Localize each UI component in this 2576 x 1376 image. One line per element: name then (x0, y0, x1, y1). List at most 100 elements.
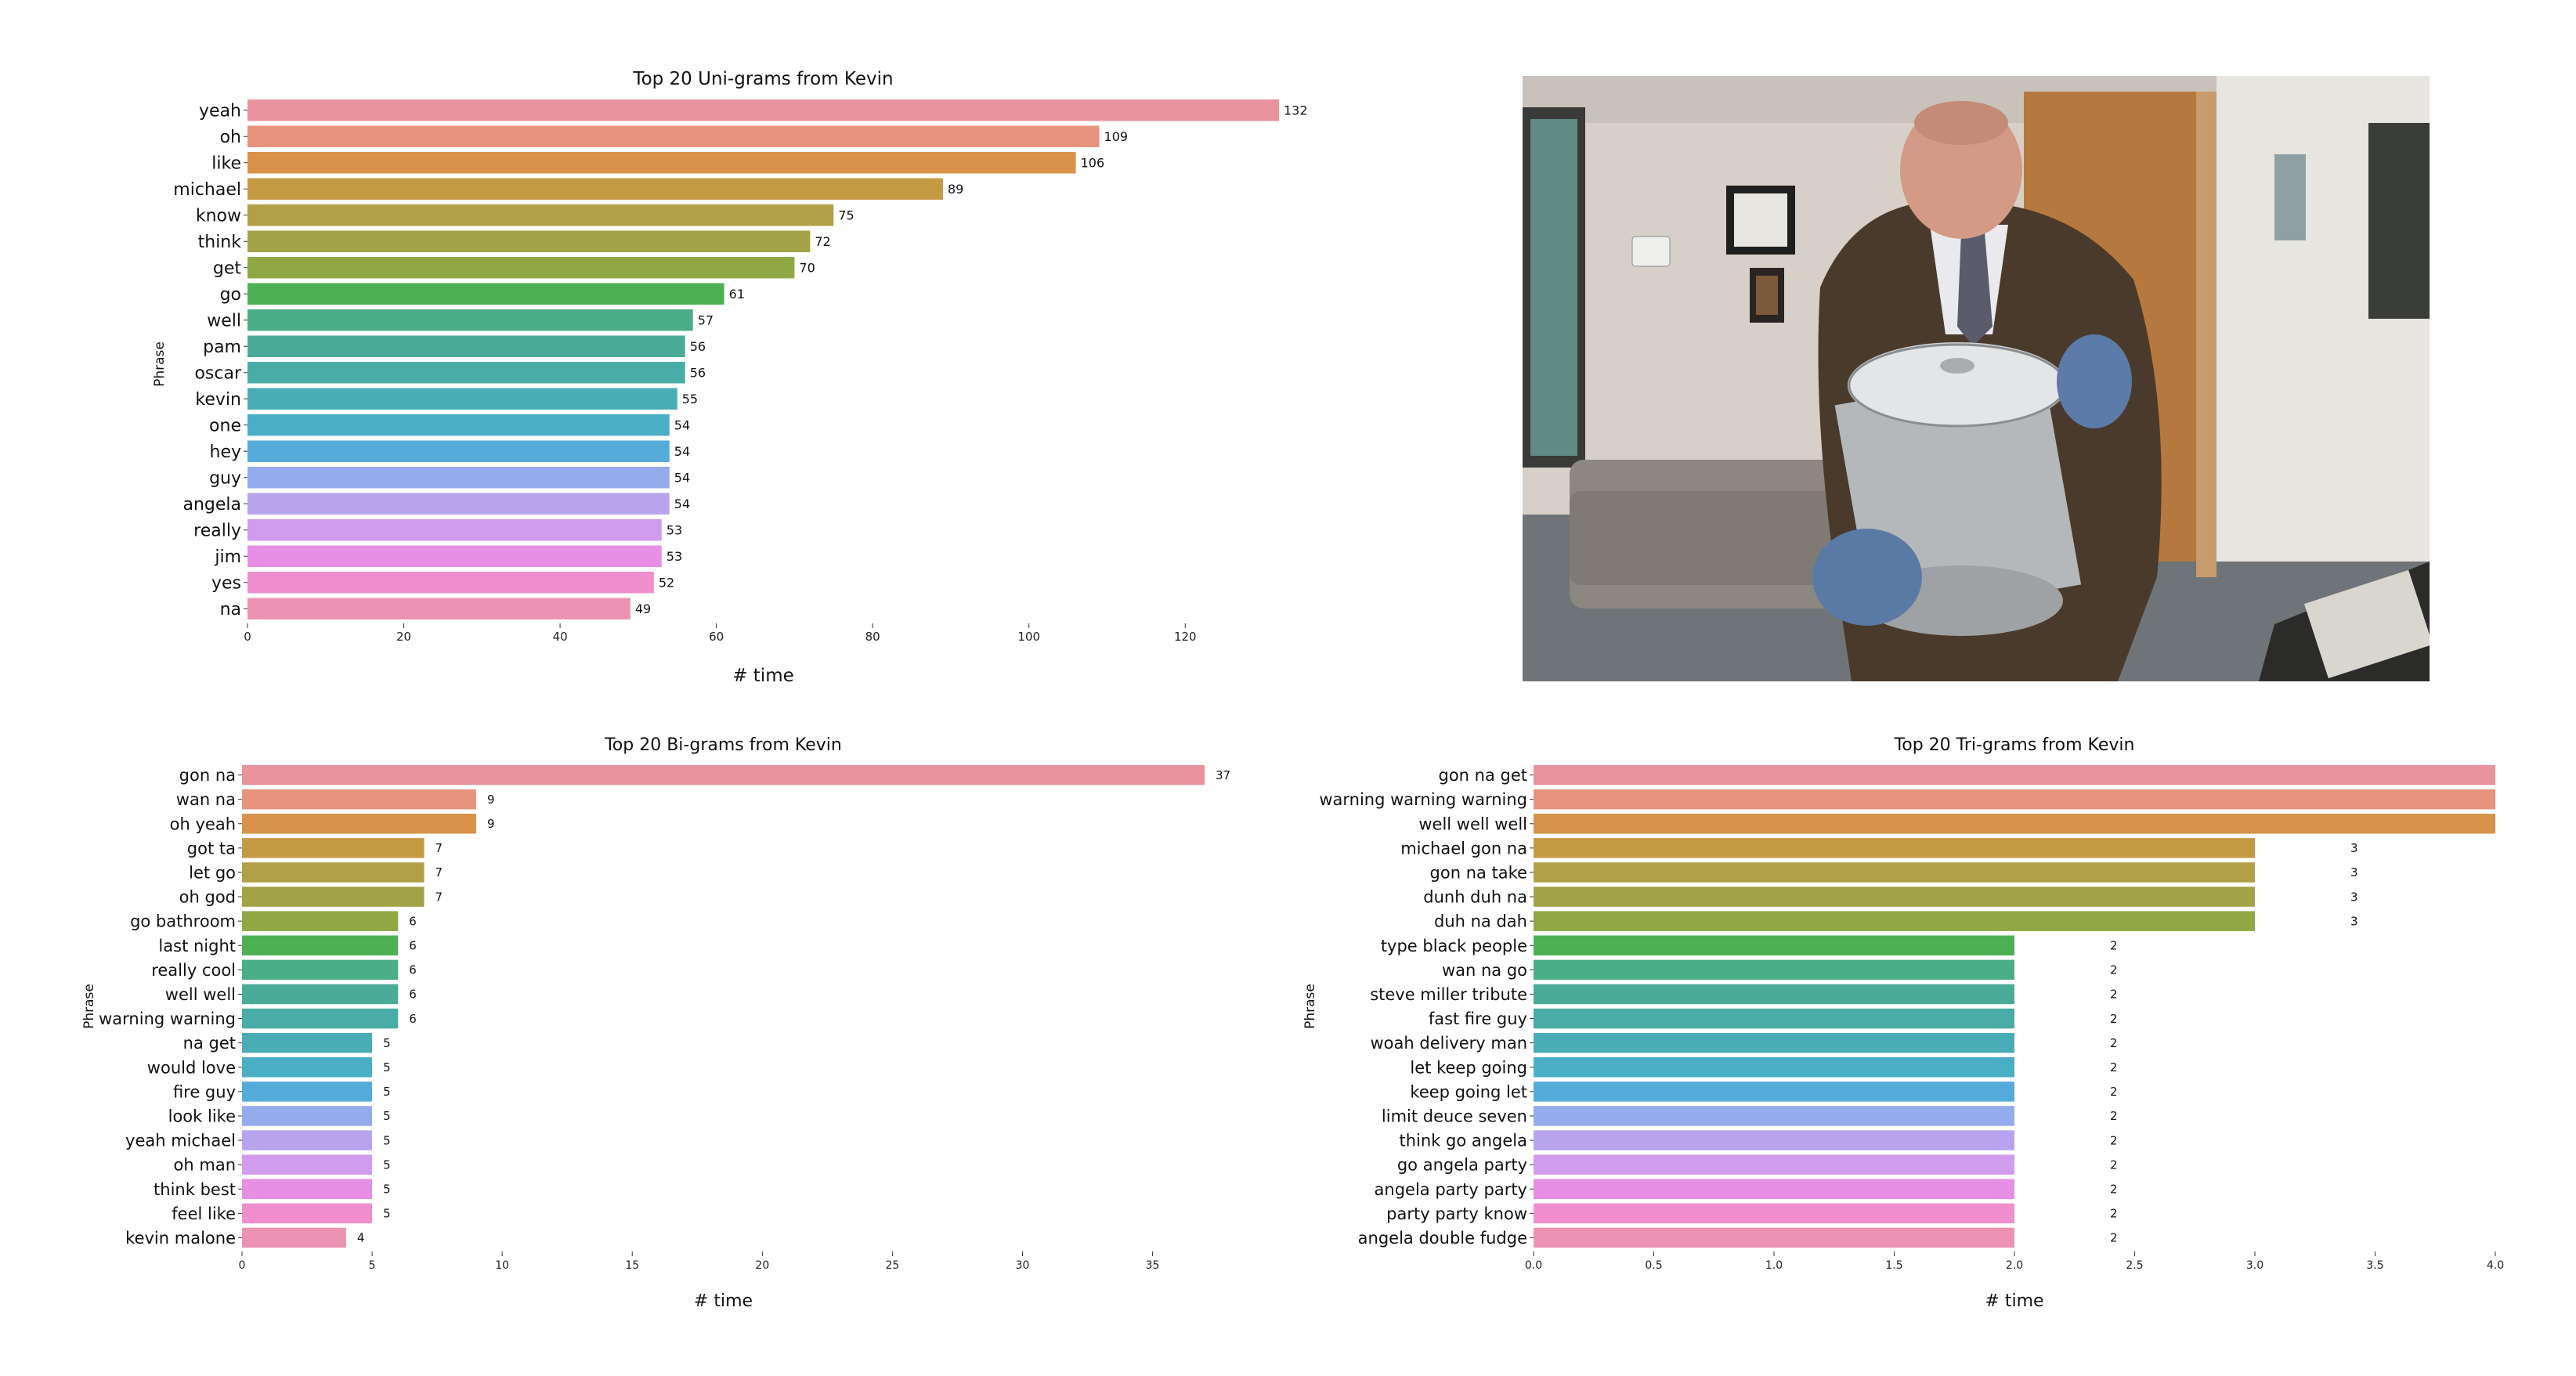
category-label: go (220, 285, 241, 305)
data-label: 6 (409, 988, 417, 1002)
bar (247, 99, 1279, 121)
data-label: 5 (383, 1085, 391, 1099)
bar (242, 789, 476, 810)
data-label: 5 (383, 1133, 391, 1147)
x-axis-label: # time (732, 666, 794, 686)
data-label: 3 (2350, 890, 2358, 904)
bar (247, 388, 677, 410)
data-label: 52 (659, 575, 674, 590)
category-label: yes (211, 574, 241, 594)
category-label: gon na get (1438, 766, 1527, 785)
category-label: na get (183, 1034, 236, 1053)
x-tick-label: 0.5 (1645, 1259, 1662, 1272)
x-tick-label: 20 (755, 1259, 769, 1272)
data-label: 7 (435, 865, 443, 879)
data-label: 5 (383, 1207, 391, 1221)
data-label: 54 (674, 497, 690, 511)
x-tick-label: 3.5 (2366, 1259, 2383, 1272)
category-label: yeah (199, 102, 241, 121)
bar (1534, 1056, 2014, 1078)
bar (242, 1008, 399, 1029)
data-label: 5 (383, 1060, 391, 1074)
category-label: pam (203, 338, 241, 357)
data-label: 3 (2350, 865, 2358, 879)
bar (247, 309, 693, 331)
category-label: angela (182, 495, 241, 515)
category-label: angela party party (1375, 1180, 1527, 1199)
data-label: 6 (409, 1012, 417, 1026)
x-tick-label: 100 (1017, 630, 1040, 644)
office-photo (1523, 76, 2430, 681)
category-label: let go (189, 864, 236, 883)
category-label: guy (209, 469, 241, 489)
data-label: 75 (838, 208, 854, 222)
bar (1534, 1227, 2014, 1248)
data-label: 61 (729, 287, 745, 302)
bar (247, 178, 943, 200)
category-label: think (198, 233, 242, 252)
category-label: wan na go (1442, 961, 1527, 980)
category-label: oh god (179, 888, 236, 907)
category-label: warning warning (99, 1009, 236, 1028)
x-tick-label: 2.0 (2006, 1259, 2023, 1272)
x-tick-label: 1.0 (1765, 1259, 1783, 1272)
category-label: know (196, 207, 241, 226)
bar (1534, 1130, 2014, 1150)
category-label: like (211, 154, 241, 174)
data-label: 9 (487, 817, 495, 831)
data-label: 4 (357, 1231, 365, 1245)
data-label: 106 (1081, 155, 1105, 170)
x-tick-label: 35 (1146, 1259, 1160, 1272)
bar (242, 984, 399, 1005)
category-label: steve miller tribute (1370, 985, 1527, 1004)
category-label: go bathroom (130, 912, 236, 931)
x-tick-label: 80 (865, 630, 880, 644)
data-label: 89 (948, 182, 963, 197)
data-label: 54 (674, 470, 690, 485)
category-label: kevin malone (125, 1229, 236, 1248)
category-label: would love (147, 1058, 236, 1077)
data-label: 7 (435, 841, 443, 855)
bar (1534, 789, 2495, 810)
bar (247, 545, 662, 567)
bar (1534, 887, 2255, 907)
category-label: woah delivery man (1370, 1034, 1527, 1053)
data-label: 49 (635, 601, 651, 616)
chart-title: Top 20 Bi-grams from Kevin (604, 735, 842, 755)
category-label: type black people (1381, 937, 1527, 955)
bar (247, 493, 670, 515)
data-label: 56 (690, 365, 706, 380)
data-label: 5 (383, 1109, 391, 1123)
bar (242, 1106, 373, 1126)
data-label: 2 (2110, 1183, 2118, 1197)
x-tick-label: 0 (244, 630, 251, 644)
category-label: limit deuce seven (1382, 1107, 1527, 1126)
y-axis-label: Phrase (1302, 984, 1318, 1029)
data-label: 54 (674, 444, 690, 459)
data-label: 2 (2110, 1060, 2118, 1074)
bar (242, 764, 1205, 786)
category-label: wan na (176, 790, 236, 809)
data-label: 72 (815, 234, 830, 249)
bar (1534, 1082, 2014, 1102)
bar (1534, 984, 2014, 1005)
data-label: 2 (2110, 963, 2118, 977)
x-axis-label: # time (1985, 1291, 2043, 1311)
bar (247, 440, 670, 462)
bar (242, 1056, 373, 1078)
x-tick-label: 3.0 (2246, 1259, 2263, 1272)
bar (242, 862, 425, 883)
x-tick-label: 120 (1174, 630, 1197, 644)
data-label: 5 (383, 1036, 391, 1050)
category-label: oh man (174, 1156, 236, 1175)
category-label: gon na (179, 766, 236, 785)
x-tick-label: 30 (1016, 1259, 1030, 1272)
bar (242, 959, 399, 981)
category-label: angela double fudge (1358, 1229, 1527, 1248)
bar (1534, 862, 2255, 883)
data-label: 53 (667, 549, 682, 564)
bar (247, 362, 685, 384)
category-label: jim (214, 547, 241, 567)
category-label: gon na take (1430, 864, 1527, 883)
data-label: 132 (1284, 103, 1308, 117)
